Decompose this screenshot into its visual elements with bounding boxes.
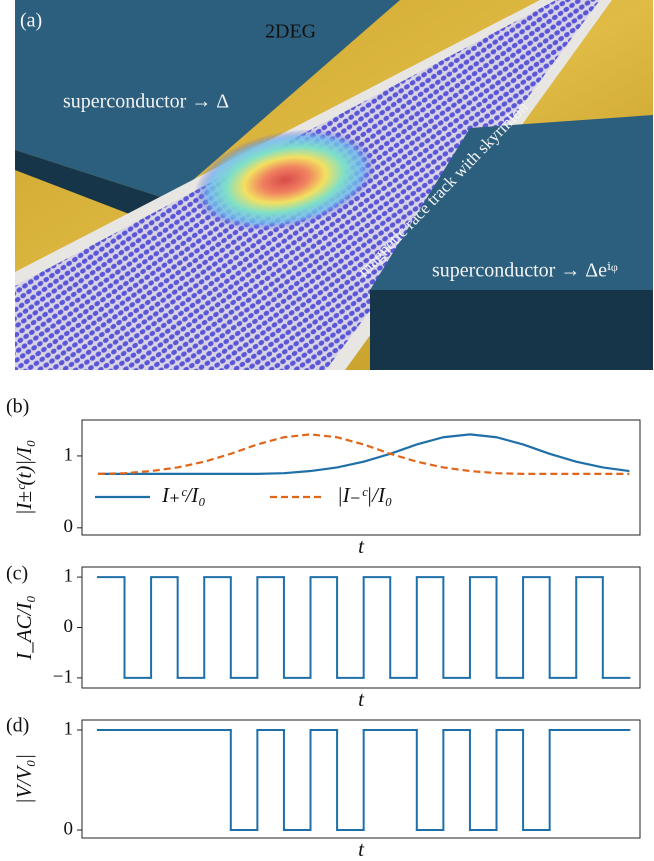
legend-label: I₊ᶜ/I₀ <box>161 483 206 507</box>
x-axis-label: t <box>358 837 365 861</box>
y-axis-label: |V/V₀| <box>12 754 36 804</box>
panel-label: (d) <box>6 715 29 737</box>
x-axis-label: t <box>358 687 365 711</box>
right-superconductor-side <box>370 290 653 370</box>
panel-label: (b) <box>6 396 29 418</box>
x-axis-label: t <box>358 534 365 558</box>
y-tick-label: −1 <box>53 666 73 687</box>
y-axis-label: |I±ᶜ(t)|/I₀ <box>12 440 36 516</box>
axes-frame <box>82 720 640 838</box>
panel-label: (c) <box>6 563 28 585</box>
y-tick-label: 0 <box>64 818 74 839</box>
y-tick-label: 1 <box>64 444 74 465</box>
y-tick-label: 0 <box>64 616 74 637</box>
right-contact-label: superconductor → Δeⁱᵠ <box>432 260 618 282</box>
left-contact-label: superconductor → Δ <box>63 91 229 113</box>
2deg-label: 2DEG <box>265 21 316 43</box>
y-tick-label: 1 <box>64 565 74 586</box>
axes-frame <box>82 420 640 535</box>
panel-a-illustration: (a) 2DEG superconductor → Δ magnetic rac… <box>15 0 653 370</box>
figure: (a) 2DEG superconductor → Δ magnetic rac… <box>0 0 654 861</box>
panel-label: (a) <box>20 10 42 32</box>
y-tick-label: 1 <box>64 718 74 739</box>
legend-label: |I₋ᶜ|/I₀ <box>337 483 392 507</box>
axes-frame <box>82 567 640 688</box>
y-axis-label: I_AC/I₀ <box>12 595 36 660</box>
y-tick-label: 0 <box>64 516 74 537</box>
